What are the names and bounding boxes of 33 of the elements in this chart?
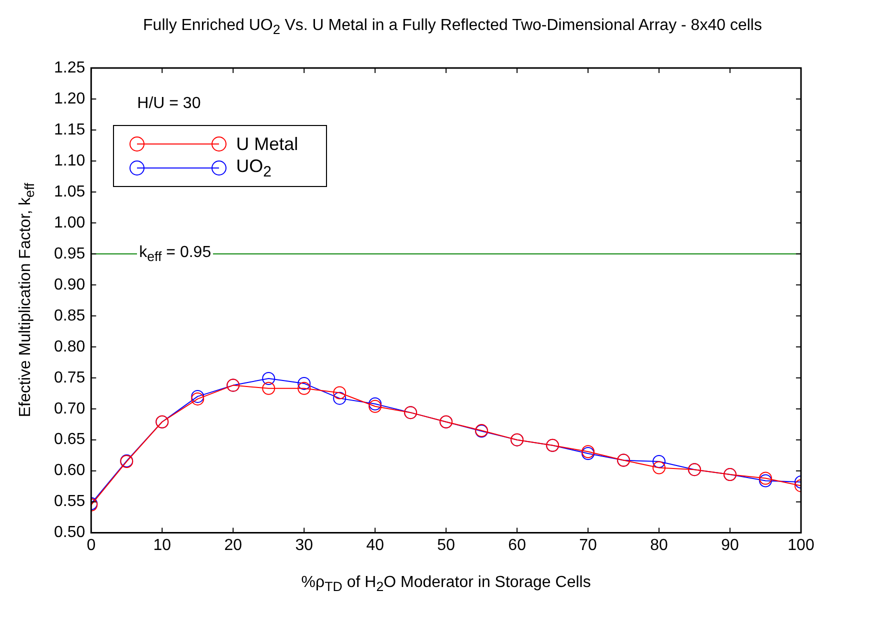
chart-title: Fully Enriched UO$_{2}$ Vs. U Metal in a Fully Reflected Two-Dimensional Array - 8x40 cells (142, 16, 763, 40)
x-tick-label: 40 (366, 536, 384, 554)
y-tick-label: 0.65 (54, 431, 86, 448)
x-axis-title: %ρ$_{TD}$ of H$_{2}$O Moderator in Storage Cells (300, 572, 592, 596)
x-tick-label: 70 (579, 536, 598, 554)
y-tick-label: 1.05 (54, 183, 86, 200)
y-tick-label: 0.50 (54, 524, 86, 542)
y-tick-label: 0.90 (54, 276, 86, 294)
y-tick-label: 0.60 (54, 462, 86, 480)
x-tick-label: 90 (721, 536, 740, 554)
x-tick-label: 30 (295, 536, 314, 554)
x-tick-label: 0 (86, 536, 96, 554)
y-tick-label: 0.95 (54, 245, 86, 262)
y-tick-label: 0.85 (54, 307, 86, 324)
annotation: H/U = 30 (137, 94, 201, 114)
y-tick-label: 1.20 (54, 90, 86, 108)
y-tick-label: 0.70 (54, 400, 86, 418)
x-tick-label: 100 (788, 536, 814, 554)
y-tick-label: 0.55 (54, 493, 86, 510)
y-tick-label: 1.10 (54, 152, 86, 170)
x-tick-label: 10 (153, 536, 172, 554)
x-tick-label: 50 (437, 536, 456, 554)
y-tick-label: 0.75 (54, 369, 86, 386)
y-tick-label: 1.15 (54, 121, 86, 138)
legend-label: UO$_{2}$ (236, 156, 272, 180)
y-tick-label: 1.00 (54, 214, 86, 232)
x-tick-label: 60 (508, 536, 526, 554)
legend-label: U Metal (236, 134, 298, 154)
ref-line-label: k$_{eff}$ = 0.95 (137, 242, 214, 268)
y-tick-label: 0.80 (54, 338, 86, 356)
x-tick-label: 80 (650, 536, 668, 554)
x-tick-label: 20 (224, 536, 242, 554)
y-tick-label: 1.25 (54, 59, 86, 76)
